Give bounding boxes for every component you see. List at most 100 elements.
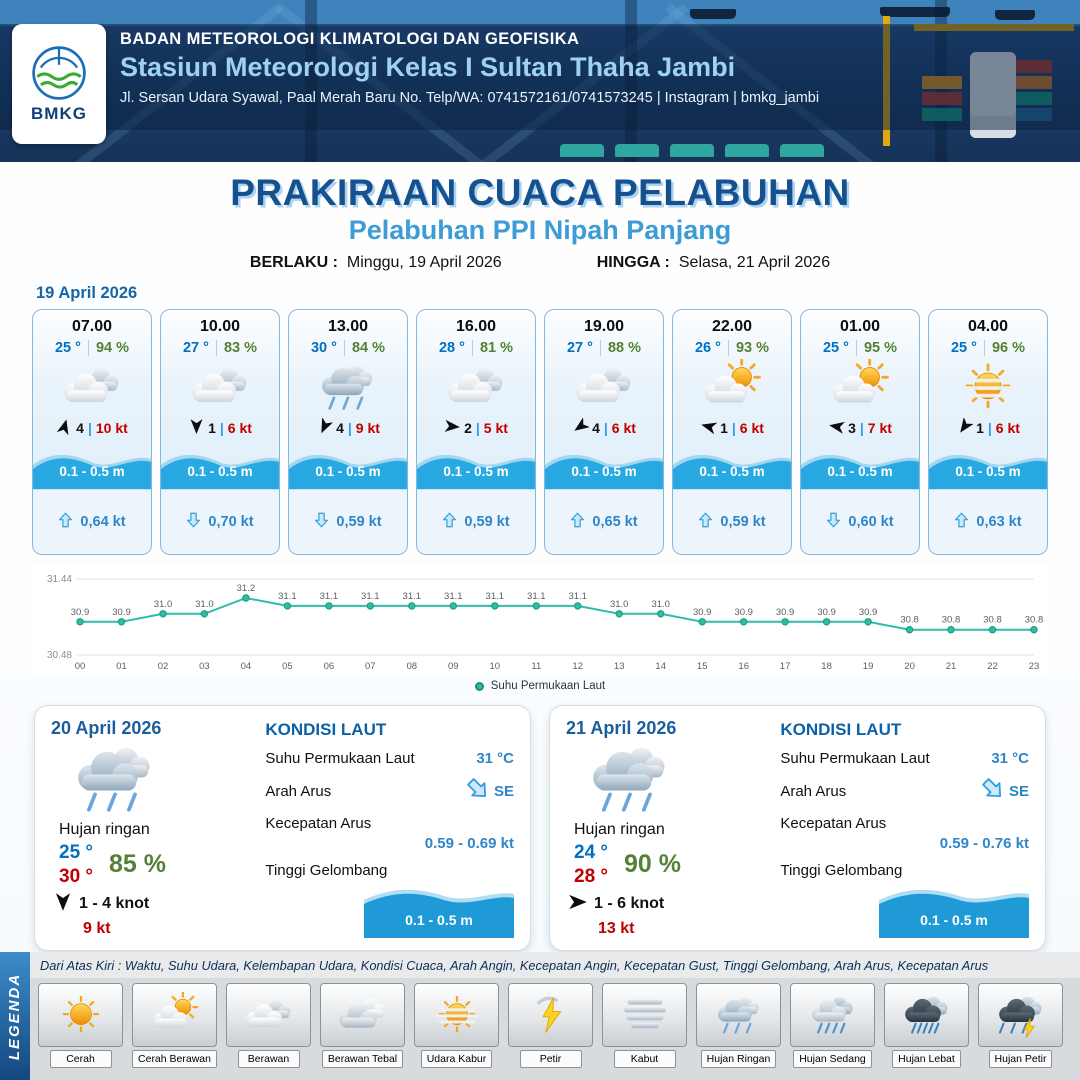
wave-band: 0.1 - 0.5 m bbox=[161, 443, 279, 489]
humidity-value: 94 % bbox=[95, 340, 130, 356]
current-row: 0,59 kt bbox=[289, 489, 407, 554]
legend-item-label: Cerah Berawan bbox=[132, 1050, 217, 1068]
svg-text:03: 03 bbox=[199, 661, 210, 672]
legend-item: Cerah bbox=[36, 983, 125, 1068]
temperature-value: 25 ° bbox=[950, 340, 977, 356]
hourly-forecast-card: 13.00 30 ° 84 % 4 | 9 kt 0.1 - 0.5 m 0,5… bbox=[288, 309, 408, 555]
legend-item: Hujan Lebat bbox=[882, 983, 971, 1068]
hourly-forecast-card: 01.00 25 ° 95 % 3 | 7 kt 0.1 - 0.5 m 0,6… bbox=[800, 309, 920, 555]
waiting-seat bbox=[560, 144, 604, 157]
daily-temp-column: 24 ° 28 ° bbox=[574, 841, 608, 889]
daily-humidity: 90 % bbox=[624, 850, 681, 879]
svg-text:10: 10 bbox=[490, 661, 501, 672]
header-overlay-band bbox=[0, 24, 1080, 130]
svg-text:31.0: 31.0 bbox=[651, 599, 670, 610]
wind-speed-value: 1 bbox=[720, 420, 728, 436]
sea-condition-column: KONDISI LAUT Suhu Permukaan Laut 31 °C A… bbox=[259, 718, 514, 938]
sst-chart: 31.44 30.48 30.9 00 30.9 01 31.0 02 31.0 03 31.2 04… bbox=[32, 563, 1048, 675]
temp-humidity-row: 30 ° 84 % bbox=[311, 340, 385, 356]
svg-text:31.1: 31.1 bbox=[486, 591, 505, 602]
temperature-value: 25 ° bbox=[54, 340, 81, 356]
legend-weather-icon bbox=[508, 983, 593, 1047]
current-direction-icon bbox=[314, 512, 329, 533]
sea-condition-title: KONDISI LAUT bbox=[780, 720, 902, 739]
current-direction-label: Arah Arus bbox=[265, 782, 332, 800]
wave-icon bbox=[289, 454, 407, 489]
legend-item-label: Udara Kabur bbox=[420, 1050, 493, 1068]
legend-item-label: Hujan Petir bbox=[988, 1050, 1053, 1068]
daily-temp-min: 25 ° bbox=[59, 842, 94, 863]
svg-text:15: 15 bbox=[697, 661, 708, 672]
humidity-value: 95 % bbox=[863, 340, 898, 356]
current-direction-se-icon bbox=[467, 777, 489, 805]
wave-height-value: 0.1 - 0.5 m bbox=[827, 464, 893, 479]
svg-text:31.2: 31.2 bbox=[237, 583, 256, 594]
wave-band: 0.1 - 0.5 m bbox=[801, 443, 919, 489]
wave-height-label: Tinggi Gelombang bbox=[780, 862, 903, 879]
wind-row: 4 | 9 kt bbox=[316, 417, 380, 438]
humidity-value: 81 % bbox=[479, 340, 514, 356]
legend-item: Kabut bbox=[600, 983, 689, 1068]
svg-text:31.1: 31.1 bbox=[527, 591, 546, 602]
current-row: 0,70 kt bbox=[161, 489, 279, 554]
wave-icon bbox=[545, 454, 663, 489]
wave-height-value: 0.1 - 0.5 m bbox=[405, 912, 473, 928]
wind-speed-value: 3 bbox=[848, 420, 856, 436]
bmkg-logo-text: BMKG bbox=[31, 104, 87, 123]
validity-row: BERLAKU : Minggu, 19 April 2026 HINGGA :… bbox=[0, 254, 1080, 272]
hour-label: 19.00 bbox=[583, 318, 625, 335]
ship-silhouette bbox=[880, 7, 950, 17]
sst-row: Suhu Permukaan Laut 31 °C bbox=[780, 750, 1029, 767]
legend-item-label: Cerah bbox=[49, 1050, 112, 1068]
svg-text:12: 12 bbox=[572, 661, 583, 672]
svg-text:21: 21 bbox=[946, 661, 957, 672]
wave-icon bbox=[879, 889, 1029, 938]
wave-height-value: 0.1 - 0.5 m bbox=[443, 464, 509, 479]
svg-text:31.0: 31.0 bbox=[154, 599, 173, 610]
hourly-forecast-card: 19.00 27 ° 88 % 4 | 6 kt 0.1 - 0.5 m 0,6… bbox=[544, 309, 664, 555]
daily-date: 21 April 2026 bbox=[566, 718, 677, 738]
hourly-forecast-card: 07.00 25 ° 94 % 4 | 10 kt 0.1 - 0.5 m 0,… bbox=[32, 309, 152, 555]
wave-height-box: 0.1 - 0.5 m bbox=[879, 886, 1029, 938]
hourly-forecast-card: 16.00 28 ° 81 % 2 | 5 kt 0.1 - 0.5 m 0,5… bbox=[416, 309, 536, 555]
wave-height-value: 0.1 - 0.5 m bbox=[187, 464, 253, 479]
hour-label: 10.00 bbox=[199, 318, 241, 335]
daily-gust-value: 9 kt bbox=[83, 919, 111, 937]
divider bbox=[343, 340, 345, 356]
svg-text:30.8: 30.8 bbox=[942, 615, 961, 626]
temp-humidity-row: 27 ° 88 % bbox=[567, 340, 641, 356]
svg-text:31.1: 31.1 bbox=[361, 591, 380, 602]
legend-item-label: Berawan Tebal bbox=[321, 1050, 404, 1068]
header-text-block: BADAN METEOROLOGI KLIMATOLOGI DAN GEOFIS… bbox=[120, 30, 1000, 106]
svg-text:20: 20 bbox=[904, 661, 915, 672]
wave-icon bbox=[417, 454, 535, 489]
legend-item: Cerah Berawan bbox=[130, 983, 219, 1068]
current-speed-value: 0,59 kt bbox=[464, 514, 510, 530]
forecast-date: 19 April 2026 bbox=[36, 284, 138, 302]
temp-humidity-row: 25 ° 95 % bbox=[823, 340, 897, 356]
wave-height-value: 0.1 - 0.5 m bbox=[315, 464, 381, 479]
legend-section: LEGENDA Dari Atas Kiri : Waktu, Suhu Uda… bbox=[0, 952, 1080, 1080]
svg-text:30.9: 30.9 bbox=[776, 607, 795, 618]
svg-text:30.8: 30.8 bbox=[1025, 615, 1044, 626]
svg-text:30.9: 30.9 bbox=[734, 607, 753, 618]
current-direction-value: SE bbox=[493, 782, 514, 800]
svg-text:19: 19 bbox=[863, 661, 874, 672]
humidity-value: 88 % bbox=[607, 340, 642, 356]
current-row: 0,60 kt bbox=[801, 489, 919, 554]
wave-height-value: 0.1 - 0.5 m bbox=[699, 464, 765, 479]
current-row: 0,59 kt bbox=[417, 489, 535, 554]
svg-text:17: 17 bbox=[780, 661, 791, 672]
hour-label: 07.00 bbox=[71, 318, 113, 335]
daily-condition: Hujan ringan bbox=[574, 821, 665, 838]
weather-icon bbox=[54, 359, 130, 417]
hourly-forecast-card: 22.00 26 ° 93 % 1 | 6 kt 0.1 - 0.5 m 0,5… bbox=[672, 309, 792, 555]
ship-silhouette bbox=[690, 9, 736, 19]
humidity-value: 84 % bbox=[351, 340, 386, 356]
weather-icon bbox=[566, 359, 642, 417]
current-direction-row: Arah Arus SE bbox=[780, 777, 1029, 805]
wind-speed-value: 4 bbox=[76, 420, 84, 436]
wind-direction-icon bbox=[700, 418, 718, 438]
agency-name: BADAN METEOROLOGI KLIMATOLOGI DAN GEOFIS… bbox=[120, 30, 580, 48]
